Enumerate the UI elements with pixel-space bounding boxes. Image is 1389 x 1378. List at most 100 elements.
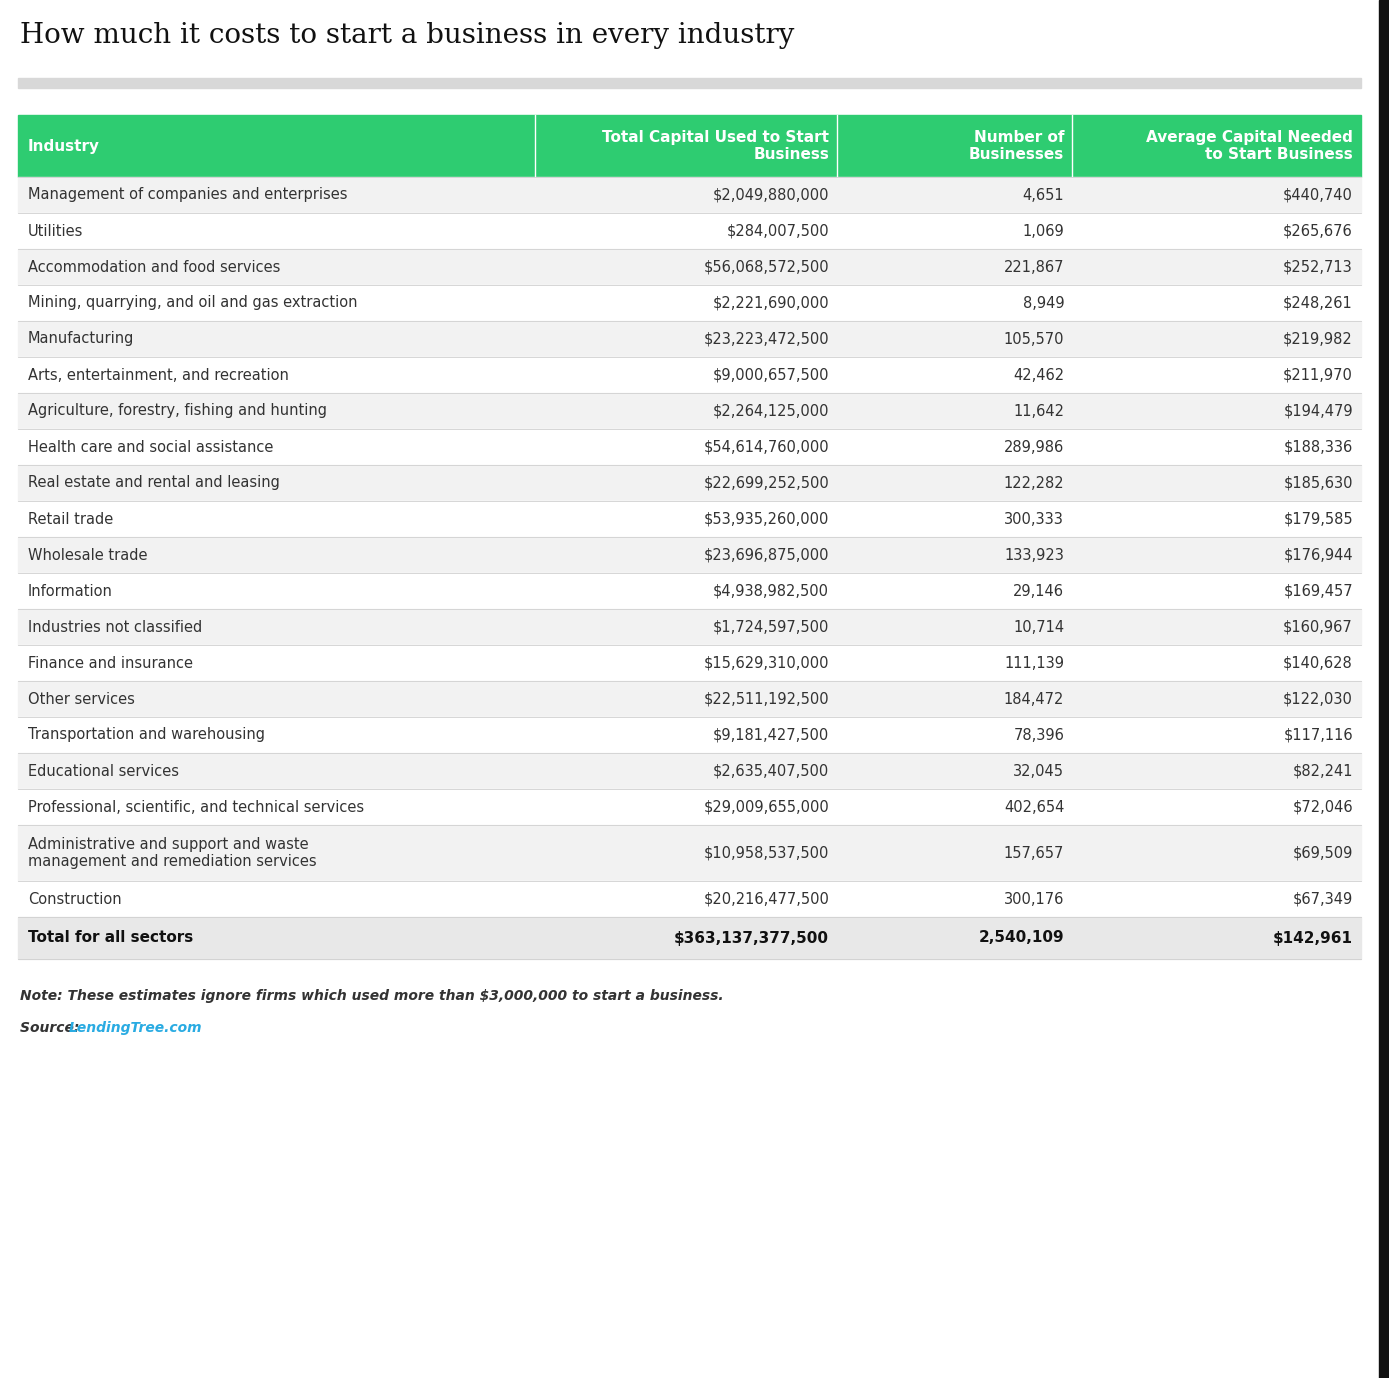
Text: $142,961: $142,961 [1272,930,1353,945]
Text: $169,457: $169,457 [1283,583,1353,598]
Bar [18,752,1361,790]
Text: 11,642: 11,642 [1013,404,1064,419]
Text: $10,958,537,500: $10,958,537,500 [704,846,829,860]
Text: 289,986: 289,986 [1004,440,1064,455]
Text: $2,264,125,000: $2,264,125,000 [713,404,829,419]
Bar [18,573,1361,609]
Text: Industries not classified: Industries not classified [28,620,203,634]
Text: $82,241: $82,241 [1293,763,1353,779]
Text: $20,216,477,500: $20,216,477,500 [703,892,829,907]
Text: Other services: Other services [28,692,135,707]
Text: 157,657: 157,657 [1004,846,1064,860]
Text: 4,651: 4,651 [1022,187,1064,203]
Text: $252,713: $252,713 [1283,259,1353,274]
Text: $22,699,252,500: $22,699,252,500 [703,475,829,491]
Text: $284,007,500: $284,007,500 [726,223,829,238]
Text: 111,139: 111,139 [1004,656,1064,671]
Text: LendingTree.com: LendingTree.com [69,1021,203,1035]
Text: Industry: Industry [28,139,100,153]
Text: $219,982: $219,982 [1283,332,1353,346]
Text: $23,696,875,000: $23,696,875,000 [704,547,829,562]
Bar [18,609,1361,645]
Text: $1,724,597,500: $1,724,597,500 [713,620,829,634]
Bar [18,176,1361,214]
Text: $4,938,982,500: $4,938,982,500 [713,583,829,598]
Bar [18,790,1361,825]
Text: How much it costs to start a business in every industry: How much it costs to start a business in… [19,22,795,50]
Bar [18,249,1361,285]
Text: Manufacturing: Manufacturing [28,332,135,346]
Text: Finance and insurance: Finance and insurance [28,656,193,671]
Text: $248,261: $248,261 [1283,295,1353,310]
Text: Agriculture, forestry, fishing and hunting: Agriculture, forestry, fishing and hunti… [28,404,326,419]
Text: $9,181,427,500: $9,181,427,500 [713,728,829,743]
Text: $29,009,655,000: $29,009,655,000 [703,799,829,814]
Bar [18,79,1361,88]
Text: $117,116: $117,116 [1283,728,1353,743]
Text: $176,944: $176,944 [1283,547,1353,562]
Text: Total Capital Used to Start
Business: Total Capital Used to Start Business [603,130,829,163]
Bar [18,717,1361,752]
Text: 300,333: 300,333 [1004,511,1064,526]
Text: $72,046: $72,046 [1292,799,1353,814]
Text: Average Capital Needed
to Start Business: Average Capital Needed to Start Business [1146,130,1353,163]
Text: 300,176: 300,176 [1004,892,1064,907]
Text: Utilities: Utilities [28,223,83,238]
Bar [18,114,1361,176]
Text: Transportation and warehousing: Transportation and warehousing [28,728,265,743]
Text: $194,479: $194,479 [1283,404,1353,419]
Text: 78,396: 78,396 [1014,728,1064,743]
Text: $53,935,260,000: $53,935,260,000 [704,511,829,526]
Text: $2,049,880,000: $2,049,880,000 [713,187,829,203]
Bar [18,429,1361,464]
Text: Professional, scientific, and technical services: Professional, scientific, and technical … [28,799,364,814]
Text: Total for all sectors: Total for all sectors [28,930,193,945]
Text: $440,740: $440,740 [1283,187,1353,203]
Text: $15,629,310,000: $15,629,310,000 [704,656,829,671]
Bar [18,916,1361,959]
Bar [18,321,1361,357]
Bar [18,825,1361,881]
Text: Arts, entertainment, and recreation: Arts, entertainment, and recreation [28,368,289,383]
Bar [18,537,1361,573]
Text: 2,540,109: 2,540,109 [979,930,1064,945]
Text: Educational services: Educational services [28,763,179,779]
Text: $2,221,690,000: $2,221,690,000 [713,295,829,310]
Text: Mining, quarrying, and oil and gas extraction: Mining, quarrying, and oil and gas extra… [28,295,357,310]
Text: Construction: Construction [28,892,122,907]
Text: Accommodation and food services: Accommodation and food services [28,259,281,274]
Text: 42,462: 42,462 [1013,368,1064,383]
Text: $22,511,192,500: $22,511,192,500 [704,692,829,707]
Text: 133,923: 133,923 [1004,547,1064,562]
Text: Source:: Source: [19,1021,85,1035]
Text: $265,676: $265,676 [1283,223,1353,238]
Bar [18,502,1361,537]
Text: 402,654: 402,654 [1004,799,1064,814]
Text: $67,349: $67,349 [1293,892,1353,907]
Text: $211,970: $211,970 [1283,368,1353,383]
Text: 29,146: 29,146 [1013,583,1064,598]
Text: $54,614,760,000: $54,614,760,000 [704,440,829,455]
Bar [18,681,1361,717]
Text: Retail trade: Retail trade [28,511,114,526]
Bar [1379,0,1389,1378]
Text: $9,000,657,500: $9,000,657,500 [713,368,829,383]
Text: 105,570: 105,570 [1004,332,1064,346]
Bar [18,645,1361,681]
Text: 221,867: 221,867 [1004,259,1064,274]
Bar [18,393,1361,429]
Text: $122,030: $122,030 [1283,692,1353,707]
Text: $2,635,407,500: $2,635,407,500 [713,763,829,779]
Text: 10,714: 10,714 [1013,620,1064,634]
Text: 32,045: 32,045 [1013,763,1064,779]
Text: Note: These estimates ignore firms which used more than $3,000,000 to start a bu: Note: These estimates ignore firms which… [19,989,724,1003]
Text: $179,585: $179,585 [1283,511,1353,526]
Text: $23,223,472,500: $23,223,472,500 [704,332,829,346]
Text: 184,472: 184,472 [1004,692,1064,707]
Text: 122,282: 122,282 [1004,475,1064,491]
Text: $363,137,377,500: $363,137,377,500 [674,930,829,945]
Text: Real estate and rental and leasing: Real estate and rental and leasing [28,475,279,491]
Text: Management of companies and enterprises: Management of companies and enterprises [28,187,347,203]
Bar [18,357,1361,393]
Text: $140,628: $140,628 [1283,656,1353,671]
